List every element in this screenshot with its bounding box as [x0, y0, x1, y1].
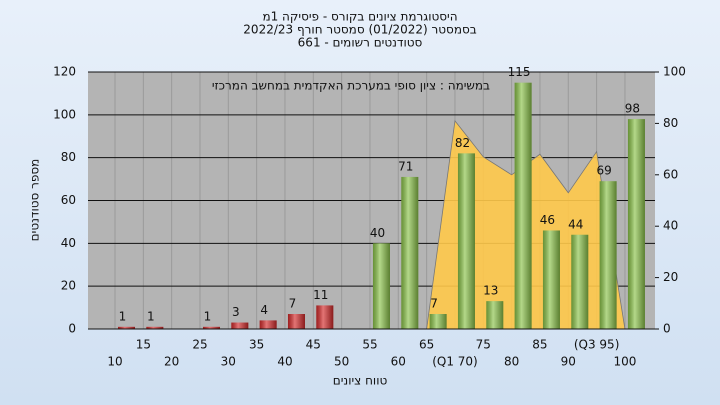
bar-shade: [429, 314, 447, 329]
value-label: 69: [596, 164, 611, 178]
bar-shade: [514, 82, 532, 329]
y2-tick-label: 40: [663, 219, 678, 233]
value-label: 46: [540, 213, 555, 227]
bar-shade: [599, 181, 617, 329]
x-tick-label: 40: [277, 355, 292, 369]
y-tick-label: 100: [53, 107, 76, 121]
bar-shade: [202, 326, 220, 329]
bar-shade: [486, 301, 504, 329]
x-tick-label: 15: [136, 338, 151, 352]
value-label: 82: [455, 136, 470, 150]
bar-shade: [146, 326, 164, 329]
x-tick-label: 50: [334, 355, 349, 369]
value-label: 1: [147, 309, 155, 323]
value-label: 44: [568, 217, 583, 231]
x-tick-label: 30: [221, 355, 236, 369]
x-axis-label: טווח ציונים: [333, 374, 388, 388]
value-label: 4: [260, 303, 268, 317]
value-label: 115: [508, 65, 531, 79]
y-tick-label: 120: [53, 65, 76, 79]
bar-shade: [627, 119, 645, 329]
x-tick-label: (Q3 95): [574, 338, 620, 352]
bar-shade: [287, 314, 305, 329]
y2-tick-label: 0: [663, 322, 671, 336]
x-tick-label: (Q1 70): [432, 355, 478, 369]
chart-subtitle: סטודנטים רשומים - 661: [298, 36, 423, 50]
x-tick-label: 55: [362, 338, 377, 352]
bar-shade: [259, 320, 277, 329]
value-label: 98: [625, 102, 640, 116]
y-tick-label: 0: [68, 322, 76, 336]
bar-shade: [316, 305, 334, 329]
x-tick-label: 45: [306, 338, 321, 352]
x-tick-label: 85: [532, 338, 547, 352]
y2-tick-label: 20: [663, 270, 678, 284]
value-label: 71: [398, 159, 413, 173]
value-label: 11: [313, 288, 328, 302]
value-label: 3: [232, 305, 240, 319]
bar-shade: [571, 234, 589, 329]
value-label: 1: [204, 309, 212, 323]
x-tick-label: 10: [107, 355, 122, 369]
x-tick-label: 80: [504, 355, 519, 369]
x-tick-label: 65: [419, 338, 434, 352]
y-axis-label: מספר סטודנטים: [28, 159, 42, 242]
y-tick-label: 20: [61, 279, 76, 293]
y-tick-label: 80: [61, 150, 76, 164]
bar-shade: [118, 326, 135, 329]
bar-shade: [372, 243, 390, 329]
x-tick-label: 60: [391, 355, 406, 369]
chart-subtitle: בסמסטר (01/2022) סמסטר חורף 2022/23: [243, 23, 476, 37]
bar-shade: [231, 322, 249, 329]
y-tick-label: 40: [61, 236, 76, 250]
y2-tick-label: 100: [663, 65, 686, 79]
value-label: 7: [430, 297, 438, 311]
chart-title: היסטוגרמת ציונים בקורס - פיסיקה 1מ: [262, 10, 457, 24]
x-tick-label: 35: [249, 338, 264, 352]
bar-shade: [542, 230, 560, 329]
y2-tick-label: 80: [663, 116, 678, 130]
value-label: 7: [289, 297, 297, 311]
x-tick-label: 75: [476, 338, 491, 352]
y2-tick-label: 60: [663, 167, 678, 181]
value-label: 13: [483, 284, 498, 298]
x-tick-label: 20: [164, 355, 179, 369]
x-tick-label: 25: [192, 338, 207, 352]
x-tick-label: 100: [613, 355, 636, 369]
x-tick-label: 90: [561, 355, 576, 369]
bar-shade: [457, 153, 475, 329]
annotation: במשימה : ציון סופי במערכת האקדמית במחשב …: [212, 79, 490, 93]
y-tick-label: 60: [61, 193, 76, 207]
value-label: 40: [370, 226, 385, 240]
value-label: 1: [119, 309, 127, 323]
bar-shade: [401, 176, 419, 329]
